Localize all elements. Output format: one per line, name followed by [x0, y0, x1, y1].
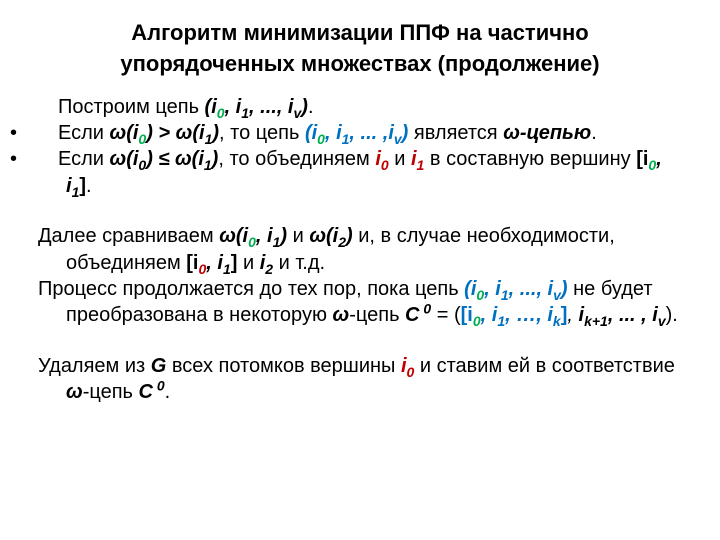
text: является — [408, 122, 503, 144]
subscript: 0 — [248, 234, 256, 250]
bullet-icon: • — [38, 120, 58, 146]
text: -цепь — [83, 381, 139, 403]
subscript: 0 — [217, 105, 225, 121]
text: ω — [66, 381, 83, 403]
text: . — [86, 175, 92, 197]
paragraph-3: Далее сравниваем ω(i0, i1) и ω(i2) и, в … — [66, 223, 682, 276]
text: ) — [301, 96, 308, 118]
slide-title: Алгоритм минимизации ППФ на частично упо… — [38, 18, 682, 80]
text: всех потомков вершины — [166, 355, 401, 377]
bullet-2: •Если ω(i0) ≤ ω(i1), то объединяем i0 и … — [66, 146, 682, 199]
title-line-2: упорядоченных множествах (продолжение) — [120, 51, 599, 76]
text: -цепь — [349, 304, 405, 326]
title-line-1: Алгоритм минимизации ППФ на частично — [131, 20, 588, 45]
subscript: v — [553, 287, 561, 303]
subscript: 0 — [473, 313, 481, 329]
text: , то цепь — [219, 122, 305, 144]
subscript: v — [658, 313, 666, 329]
text: , ... , i — [608, 304, 658, 326]
text: в составную вершину — [424, 148, 636, 170]
subscript: 1 — [497, 313, 505, 329]
text: , i — [225, 96, 242, 118]
subscript: k — [553, 313, 561, 329]
text: . — [165, 381, 171, 403]
text: , i — [484, 278, 501, 300]
text: [i — [636, 148, 648, 170]
subscript: 2 — [265, 261, 273, 277]
text: и т.д. — [273, 252, 325, 274]
subscript: 1 — [223, 261, 231, 277]
text: . — [591, 122, 597, 144]
text: ω — [333, 304, 350, 326]
subscript: 0 — [381, 157, 389, 173]
text: G — [151, 355, 167, 377]
bullet-icon: • — [38, 146, 58, 172]
subscript: 1 — [241, 105, 249, 121]
slide-body: Построим цепь (i0, i1, ..., iv). •Если ω… — [38, 94, 682, 406]
text: ) — [561, 278, 568, 300]
superscript: 0 — [153, 377, 165, 393]
text: , i — [206, 252, 223, 274]
spacer — [38, 199, 682, 223]
spacer — [38, 329, 682, 353]
text: и — [389, 148, 411, 170]
text: C — [405, 304, 419, 326]
text: = ( — [431, 304, 460, 326]
text: , i — [481, 304, 498, 326]
text: Построим цепь — [58, 96, 205, 118]
text: ) — [346, 225, 353, 247]
text: . — [308, 96, 314, 118]
text: ) ≤ ω(i — [146, 148, 204, 170]
text: Процесс продолжается до тех пор, пока це… — [38, 278, 464, 300]
text: ω(i — [309, 225, 338, 247]
text: ω(i — [110, 148, 139, 170]
text: , ..., i — [509, 278, 553, 300]
text: (i — [305, 122, 317, 144]
text: , ... ,i — [349, 122, 393, 144]
paragraph-4: Процесс продолжается до тех пор, пока це… — [66, 276, 682, 329]
text: и ставим ей в соответствие — [414, 355, 675, 377]
text: ω-цепью — [503, 122, 591, 144]
subscript: 2 — [338, 234, 346, 250]
text: ) > ω(i — [146, 122, 204, 144]
text: , i — [256, 225, 273, 247]
indent-spacer — [38, 94, 58, 120]
text: , ..., i — [249, 96, 293, 118]
text: Удаляем из — [38, 355, 151, 377]
subscript: 0 — [317, 131, 325, 147]
text: Если — [58, 122, 110, 144]
text: ). — [666, 304, 678, 326]
text: Далее сравниваем — [38, 225, 219, 247]
text: и — [287, 225, 309, 247]
text: ω(i — [219, 225, 248, 247]
paragraph-0: Построим цепь (i0, i1, ..., iv). — [66, 94, 682, 120]
text: , то объединяем — [218, 148, 375, 170]
text: , i — [325, 122, 342, 144]
paragraph-5: Удаляем из G всех потомков вершины i0 и … — [66, 353, 682, 406]
subscript: k+1 — [584, 313, 608, 329]
slide: Алгоритм минимизации ППФ на частично упо… — [0, 0, 720, 424]
bullet-1: •Если ω(i0) > ω(i1), то цепь (i0, i1, ..… — [66, 120, 682, 146]
text: (i — [464, 278, 476, 300]
subscript: 1 — [501, 287, 509, 303]
text: Если — [58, 148, 110, 170]
superscript: 0 — [420, 301, 432, 317]
text: [i — [461, 304, 473, 326]
text: , …, i — [505, 304, 553, 326]
text: ω(i — [110, 122, 139, 144]
text: , — [567, 304, 578, 326]
subscript: v — [394, 131, 402, 147]
text: C — [139, 381, 153, 403]
text: (i — [205, 96, 217, 118]
text: и — [237, 252, 259, 274]
text: [i — [186, 252, 198, 274]
subscript: 1 — [204, 157, 212, 173]
